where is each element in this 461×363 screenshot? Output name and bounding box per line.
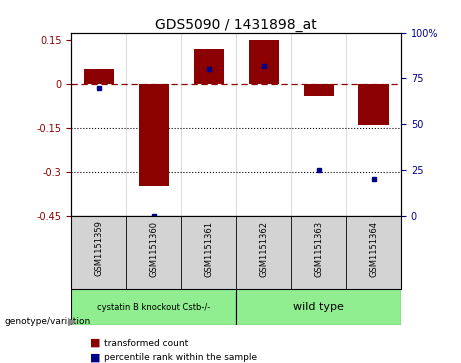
Bar (71, 289, 236, 325)
Text: GSM1151361: GSM1151361 (204, 221, 213, 277)
Text: percentile rank within the sample: percentile rank within the sample (104, 353, 257, 362)
Text: cystatin B knockout Cstb-/-: cystatin B knockout Cstb-/- (97, 303, 211, 311)
Bar (248, 40, 279, 84)
Text: GSM1151364: GSM1151364 (369, 221, 378, 277)
Text: GSM1151363: GSM1151363 (314, 220, 323, 277)
Bar (303, 84, 334, 95)
Bar (84, 69, 114, 84)
Text: ■: ■ (90, 352, 104, 363)
Text: wild type: wild type (293, 302, 344, 312)
Title: GDS5090 / 1431898_at: GDS5090 / 1431898_at (155, 18, 317, 32)
Bar (359, 84, 389, 125)
Bar (139, 84, 169, 186)
Text: genotype/variation: genotype/variation (5, 317, 91, 326)
Text: GSM1151362: GSM1151362 (259, 221, 268, 277)
Bar (194, 49, 224, 84)
Text: ■: ■ (90, 338, 104, 348)
Text: GSM1151359: GSM1151359 (95, 221, 103, 277)
Text: GSM1151360: GSM1151360 (149, 221, 159, 277)
Text: transformed count: transformed count (104, 339, 188, 347)
Text: ▶: ▶ (68, 316, 77, 326)
Bar (236, 289, 401, 325)
